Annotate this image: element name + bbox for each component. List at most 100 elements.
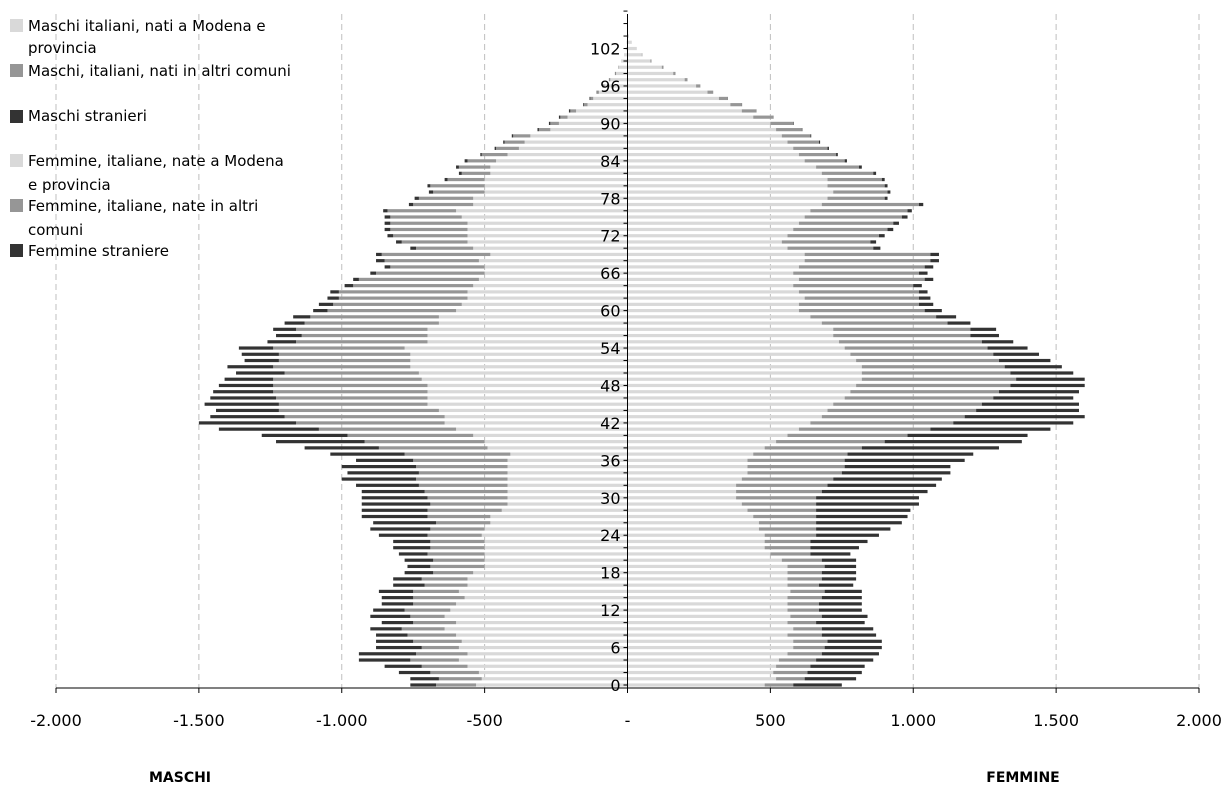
bar-female-age-58-series-3 (627, 321, 822, 325)
bar-male-age-36-series-1 (413, 458, 508, 462)
bar-male-age-37-series-0 (510, 452, 628, 456)
bar-male-age-71-series-2 (396, 240, 402, 244)
bar-male-age-59-series-0 (438, 315, 628, 319)
bar-male-age-20-series-1 (433, 558, 485, 562)
bar-male-age-52-series-1 (278, 358, 411, 363)
bar-male-age-34-series-1 (418, 471, 508, 475)
bar-male-age-85-series-1 (481, 153, 508, 157)
bar-male-age-75-series-0 (461, 215, 628, 219)
bar-female-age-104-series-3 (627, 34, 629, 38)
bar-female-age-93-series-4 (730, 103, 742, 107)
bar-male-age-15-series-0 (458, 589, 628, 593)
bar-male-age-86-series-0 (518, 146, 628, 150)
bar-male-age-39-series-0 (484, 440, 628, 444)
bar-male-age-44-series-1 (278, 408, 439, 413)
legend-entry-text: Maschi italiani, nati a Modena e (28, 17, 266, 35)
bar-male-age-92-series-0 (576, 109, 628, 113)
bar-female-age-97-series-3 (627, 78, 685, 82)
bar-female-age-51-series-5 (1004, 365, 1062, 369)
bar-female-age-46-series-3 (627, 396, 845, 400)
legend-entry-text: Femmine, italiane, nate a Modena (28, 152, 284, 170)
bar-female-age-23-series-4 (764, 539, 811, 544)
bar-female-age-7-series-4 (793, 639, 828, 643)
bar-male-age-88-series-2 (511, 134, 514, 138)
bar-male-age-99-series-0 (618, 65, 628, 69)
bar-female-age-28-series-3 (627, 508, 748, 512)
bar-female-age-61-series-5 (918, 302, 934, 306)
bar-male-age-25-series-2 (370, 527, 431, 531)
bar-female-age-32-series-4 (736, 483, 828, 487)
bar-male-age-50-series-0 (418, 371, 628, 375)
bar-female-age-16-series-3 (627, 583, 788, 587)
bar-male-age-23-series-1 (430, 539, 485, 544)
bar-female-age-98-series-3 (627, 71, 674, 76)
bar-male-age-1-series-1 (438, 677, 482, 681)
bar-female-age-69-series-5 (930, 252, 939, 257)
bar-female-age-87-series-5 (818, 140, 821, 144)
bar-female-age-19-series-5 (824, 564, 857, 569)
age-label: 24 (600, 526, 620, 545)
bar-male-age-5-series-2 (358, 652, 417, 656)
bar-female-age-36-series-3 (627, 458, 748, 462)
bar-female-age-35-series-5 (844, 465, 951, 469)
bar-male-age-30-series-2 (361, 496, 428, 500)
bar-male-age-84-series-2 (464, 159, 468, 163)
bar-male-age-10-series-2 (381, 621, 414, 625)
bar-female-age-70-series-5 (873, 246, 881, 250)
bar-female-age-54-series-5 (987, 346, 1028, 350)
bar-female-age-60-series-4 (798, 309, 925, 313)
bar-female-age-10-series-3 (627, 621, 788, 625)
age-label: 60 (600, 302, 620, 321)
bar-male-age-55-series-2 (267, 340, 297, 344)
bar-female-age-42-series-3 (627, 421, 811, 425)
bar-female-age-92-series-4 (741, 109, 757, 113)
bar-female-age-26-series-5 (816, 521, 902, 525)
bar-female-age-74-series-4 (798, 221, 894, 225)
bar-female-age-34-series-4 (747, 471, 842, 475)
bar-male-age-81-series-0 (484, 177, 628, 182)
bar-male-age-88-series-1 (513, 134, 531, 138)
bar-male-age-49-series-0 (421, 377, 628, 381)
bar-female-age-25-series-4 (758, 527, 817, 531)
bar-male-age-80-series-1 (430, 184, 485, 188)
bar-female-age-12-series-3 (627, 608, 788, 612)
bar-female-age-98-series-4 (673, 71, 676, 76)
bar-male-age-85-series-2 (480, 153, 482, 157)
bar-female-age-91-series-3 (627, 115, 754, 119)
bar-female-age-82-series-3 (627, 171, 822, 175)
bar-female-age-74-series-3 (627, 221, 799, 225)
age-label: 90 (600, 114, 620, 133)
bar-male-age-46-series-0 (427, 396, 628, 400)
bar-female-age-67-series-3 (627, 265, 799, 269)
bar-male-age-75-series-2 (384, 215, 391, 219)
legend-swatch (10, 110, 23, 123)
bar-male-age-72-series-0 (467, 234, 628, 238)
bar-male-age-45-series-0 (427, 402, 628, 406)
bar-male-age-3-series-1 (421, 664, 468, 668)
bar-female-age-5-series-4 (787, 652, 822, 656)
bar-male-age-13-series-1 (413, 602, 457, 606)
age-label: 6 (610, 639, 620, 658)
bar-male-age-22-series-1 (430, 546, 485, 550)
bar-male-age-45-series-1 (278, 402, 428, 406)
bar-female-age-13-series-3 (627, 602, 788, 606)
bar-male-age-38-series-2 (304, 446, 379, 450)
bar-male-age-79-series-1 (433, 190, 485, 194)
bar-female-age-86-series-5 (827, 146, 829, 150)
bar-female-age-86-series-4 (793, 146, 828, 150)
bar-male-age-47-series-1 (273, 390, 428, 394)
bar-male-age-83-series-2 (456, 165, 459, 169)
bar-male-age-0-series-0 (476, 683, 628, 687)
bar-male-age-70-series-1 (416, 246, 474, 250)
bar-male-age-66-series-2 (370, 271, 377, 275)
bar-female-age-23-series-5 (810, 539, 868, 544)
bar-male-age-53-series-1 (278, 352, 411, 356)
bar-female-age-72-series-5 (878, 234, 885, 238)
bar-male-age-6-series-1 (421, 645, 459, 650)
bar-male-age-62-series-0 (467, 296, 628, 300)
bar-female-age-84-series-5 (844, 159, 847, 163)
bar-male-age-94-series-1 (590, 96, 594, 101)
bar-male-age-1-series-2 (410, 677, 439, 681)
bar-male-age-94-series-0 (593, 96, 628, 101)
bar-female-age-34-series-3 (627, 471, 748, 475)
